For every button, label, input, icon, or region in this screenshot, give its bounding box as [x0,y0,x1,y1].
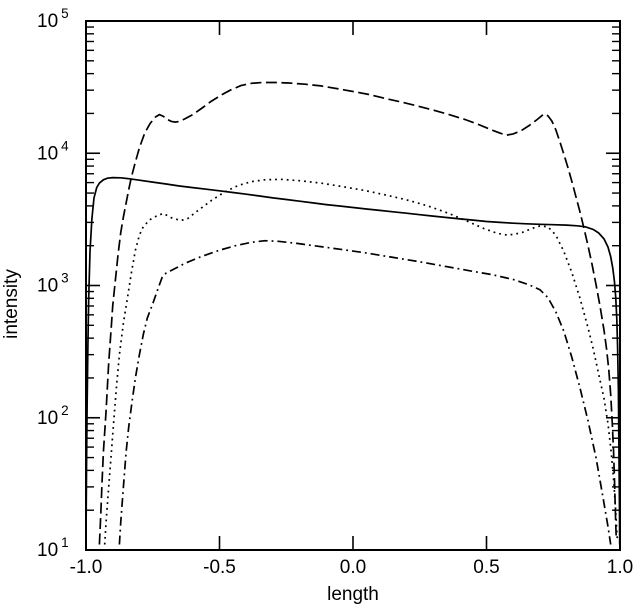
dash-dot-line [118,239,612,545]
y-tick-label: 10 1 [37,535,69,561]
y-tick-label: 10 4 [37,138,69,164]
data-series [85,81,621,545]
x-axis-title: length [327,584,379,605]
y-tick-label: 10 5 [37,6,69,32]
y-tick-label: 10 3 [37,271,69,297]
x-tick-label: -1.0 [70,557,103,578]
long-dashed-line [98,81,618,545]
plot-border [85,20,621,551]
x-tick-label: 0.0 [340,557,366,578]
x-tick-label: 0.5 [473,557,499,578]
x-tick-label: 1.0 [607,557,633,578]
solid-line [85,176,621,545]
x-axis-ticks: -1.0 -0.5 0.0 0.5 1.0 [70,21,633,578]
y-tick-label: 10 2 [37,403,69,429]
y-axis-title: intensity [1,269,22,339]
y-axis-minor-ticks [86,26,620,511]
x-tick-label: -0.5 [203,557,236,578]
dotted-line [103,178,619,545]
